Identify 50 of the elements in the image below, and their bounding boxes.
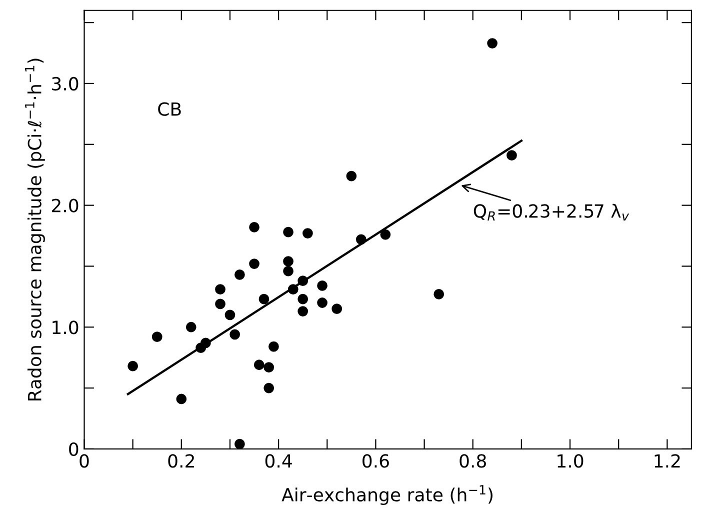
point xyxy=(186,322,196,332)
point xyxy=(302,228,313,239)
point xyxy=(487,38,498,48)
point xyxy=(356,234,366,245)
point xyxy=(234,438,245,449)
point xyxy=(288,284,298,295)
point xyxy=(283,256,294,267)
y-tick-label: 1.0 xyxy=(52,320,78,334)
point xyxy=(176,394,187,404)
x-tick-label: 1.2 xyxy=(654,454,680,468)
point xyxy=(283,226,294,238)
y-tick-label: 0 xyxy=(69,442,78,456)
point xyxy=(283,266,294,276)
point xyxy=(346,170,357,182)
point xyxy=(128,360,138,372)
point xyxy=(506,150,517,161)
point xyxy=(254,360,264,370)
point xyxy=(298,294,308,304)
point xyxy=(215,298,226,310)
annotation: CB xyxy=(158,102,181,116)
point xyxy=(230,329,240,340)
point xyxy=(268,341,279,352)
point xyxy=(434,289,444,300)
point xyxy=(380,229,391,240)
point xyxy=(317,280,328,291)
point xyxy=(264,362,274,373)
y-tick-label: 3.0 xyxy=(52,76,78,91)
point xyxy=(249,222,260,232)
point xyxy=(317,298,328,308)
point xyxy=(215,284,226,295)
point xyxy=(264,382,274,394)
y-axis-title: Radon source magnitude (pCi·ℓ$^{−1}$·h$^{−1}$) xyxy=(25,58,45,400)
x-tick-label: 0.6 xyxy=(362,454,389,468)
point xyxy=(249,258,260,269)
x-tick-label: 0 xyxy=(80,454,89,468)
point xyxy=(152,332,162,342)
annotation: Q$_{R}$=0.23+2.57 λ$_{v}$ xyxy=(474,204,630,221)
point xyxy=(298,276,308,286)
point xyxy=(258,294,270,304)
x-tick-label: 0.8 xyxy=(460,454,486,468)
point xyxy=(298,306,308,316)
point xyxy=(234,270,245,280)
x-tick-label: 0.2 xyxy=(168,454,194,468)
x-tick-label: 1.0 xyxy=(558,454,584,468)
point xyxy=(224,310,236,320)
x-tick-label: 0.4 xyxy=(265,454,292,468)
x-axis-title: Air-exchange rate (h$^{−1}$) xyxy=(282,485,492,506)
point xyxy=(200,338,211,348)
y-tick-label: 2.0 xyxy=(52,198,78,212)
point xyxy=(332,304,342,314)
